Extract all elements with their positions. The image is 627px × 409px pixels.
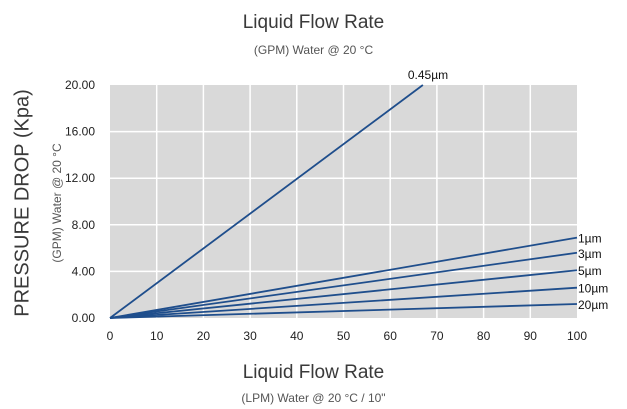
x-tick-label: 20 [197,329,211,343]
chart-title: Liquid Flow Rate [242,12,385,33]
y-tick-label: 16.00 [65,125,95,139]
series-line [109,236,578,319]
y-tick-label: 8.00 [72,218,96,232]
x-tick-label: 80 [477,329,491,343]
x-axis-secondary-label: (LPM) Water @ 20 °C / 10" [241,391,386,405]
x-tick-label: 0 [107,329,114,343]
series-line [109,286,578,319]
y-tick-label: 0.00 [72,311,96,325]
series-line [109,251,578,319]
series-label: 10µm [578,282,608,296]
y-tick-label: 12.00 [65,171,95,185]
x-tick-label: 10 [150,329,164,343]
series-label: 1µm [578,232,602,246]
series-line [109,303,578,319]
x-tick-label: 70 [430,329,444,343]
x-tick-label: 100 [567,329,587,343]
y-tick-label: 4.00 [72,264,96,278]
x-tick-label: 60 [384,329,398,343]
series-label: 3µm [578,247,602,261]
series-line [109,84,424,319]
x-tick-label: 30 [243,329,257,343]
series-label: 20µm [578,298,608,312]
x-tick-label: 90 [524,329,538,343]
x-tick-label: 40 [290,329,304,343]
series-label: 5µm [578,264,602,278]
series-label: 0.45µm [408,68,448,82]
x-tick-label: 50 [337,329,351,343]
y-tick-label: 20.00 [65,78,95,92]
series-line [109,269,578,319]
chart-subtitle: (GPM) Water @ 20 °C [253,43,374,57]
x-axis-label: Liquid Flow Rate [242,362,385,383]
